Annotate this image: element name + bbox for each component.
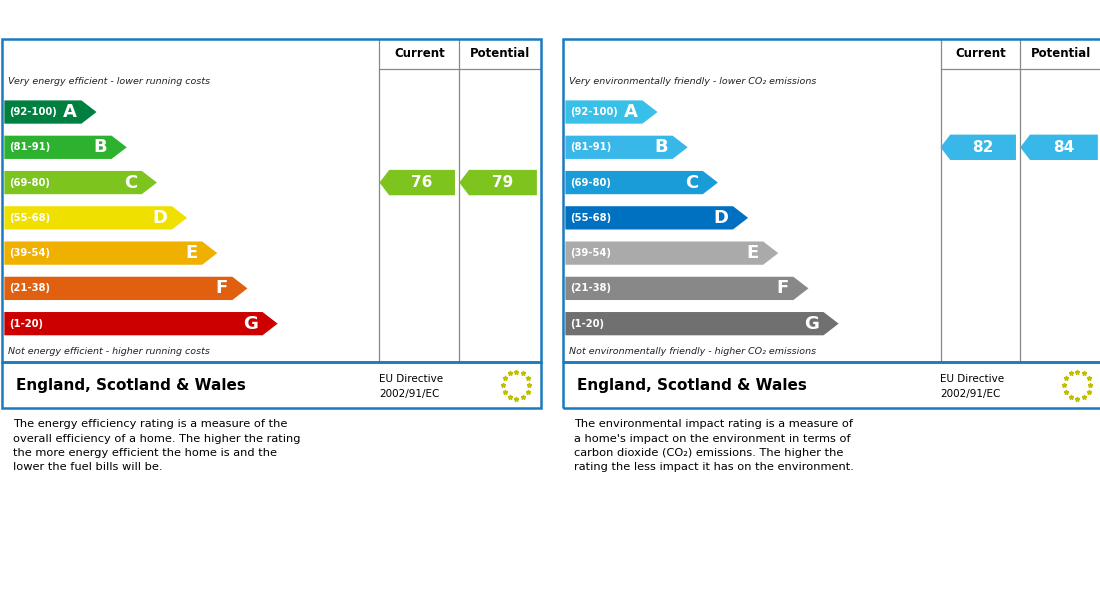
Text: Very energy efficient - lower running costs: Very energy efficient - lower running co… <box>8 76 210 86</box>
Text: C: C <box>685 174 698 192</box>
Text: (55-68): (55-68) <box>570 213 612 223</box>
Text: C: C <box>124 174 138 192</box>
Text: (81-91): (81-91) <box>570 143 612 152</box>
Polygon shape <box>460 170 537 195</box>
Polygon shape <box>1021 135 1098 160</box>
Polygon shape <box>565 206 748 230</box>
Text: 2002/91/EC: 2002/91/EC <box>940 389 1001 400</box>
Text: F: F <box>777 280 789 297</box>
Polygon shape <box>940 135 1016 160</box>
Text: (92-100): (92-100) <box>9 107 57 117</box>
Text: Environmental Impact (CO₂) Rating: Environmental Impact (CO₂) Rating <box>576 10 947 29</box>
Text: (69-80): (69-80) <box>9 177 51 187</box>
Text: A: A <box>63 103 77 121</box>
Text: (21-38): (21-38) <box>570 283 612 293</box>
Text: (55-68): (55-68) <box>9 213 51 223</box>
Text: (39-54): (39-54) <box>570 248 612 258</box>
Text: G: G <box>243 315 258 333</box>
Text: Current: Current <box>955 47 1005 61</box>
Text: (1-20): (1-20) <box>9 319 43 329</box>
Text: Very environmentally friendly - lower CO₂ emissions: Very environmentally friendly - lower CO… <box>569 76 816 86</box>
Polygon shape <box>565 312 838 335</box>
Text: Not energy efficient - higher running costs: Not energy efficient - higher running co… <box>8 348 209 356</box>
Polygon shape <box>4 206 187 230</box>
Text: E: E <box>186 244 198 262</box>
Text: EU Directive: EU Directive <box>940 375 1004 384</box>
Text: EU Directive: EU Directive <box>379 375 443 384</box>
Text: The energy efficiency rating is a measure of the
overall efficiency of a home. T: The energy efficiency rating is a measur… <box>13 419 300 472</box>
Text: B: B <box>94 138 108 156</box>
Polygon shape <box>565 171 718 194</box>
Text: D: D <box>714 209 728 227</box>
Text: (21-38): (21-38) <box>9 283 51 293</box>
Polygon shape <box>4 277 248 300</box>
Text: (69-80): (69-80) <box>570 177 612 187</box>
Text: (92-100): (92-100) <box>570 107 618 117</box>
Polygon shape <box>4 136 127 159</box>
Polygon shape <box>565 100 658 124</box>
Text: A: A <box>624 103 638 121</box>
Polygon shape <box>4 242 218 265</box>
Text: 76: 76 <box>411 175 432 190</box>
Polygon shape <box>565 136 688 159</box>
Text: Not environmentally friendly - higher CO₂ emissions: Not environmentally friendly - higher CO… <box>569 348 816 356</box>
Text: (1-20): (1-20) <box>570 319 604 329</box>
Polygon shape <box>565 277 808 300</box>
Text: B: B <box>654 138 669 156</box>
Text: England, Scotland & Wales: England, Scotland & Wales <box>15 378 245 393</box>
Text: 82: 82 <box>972 140 993 155</box>
Polygon shape <box>565 242 779 265</box>
Text: D: D <box>153 209 167 227</box>
Text: Current: Current <box>394 47 444 61</box>
Text: Potential: Potential <box>470 47 530 61</box>
Polygon shape <box>4 312 277 335</box>
Text: 79: 79 <box>493 175 514 190</box>
Text: G: G <box>804 315 820 333</box>
Text: F: F <box>216 280 228 297</box>
Text: E: E <box>747 244 759 262</box>
Text: Potential: Potential <box>1031 47 1091 61</box>
Text: England, Scotland & Wales: England, Scotland & Wales <box>576 378 806 393</box>
Text: 84: 84 <box>1054 140 1075 155</box>
Text: 2002/91/EC: 2002/91/EC <box>379 389 440 400</box>
Text: The environmental impact rating is a measure of
a home's impact on the environme: The environmental impact rating is a mea… <box>574 419 854 472</box>
Polygon shape <box>4 171 157 194</box>
Text: Energy Efficiency Rating: Energy Efficiency Rating <box>15 10 275 29</box>
Text: (81-91): (81-91) <box>9 143 51 152</box>
Text: (39-54): (39-54) <box>9 248 51 258</box>
Polygon shape <box>379 170 455 195</box>
Polygon shape <box>4 100 97 124</box>
